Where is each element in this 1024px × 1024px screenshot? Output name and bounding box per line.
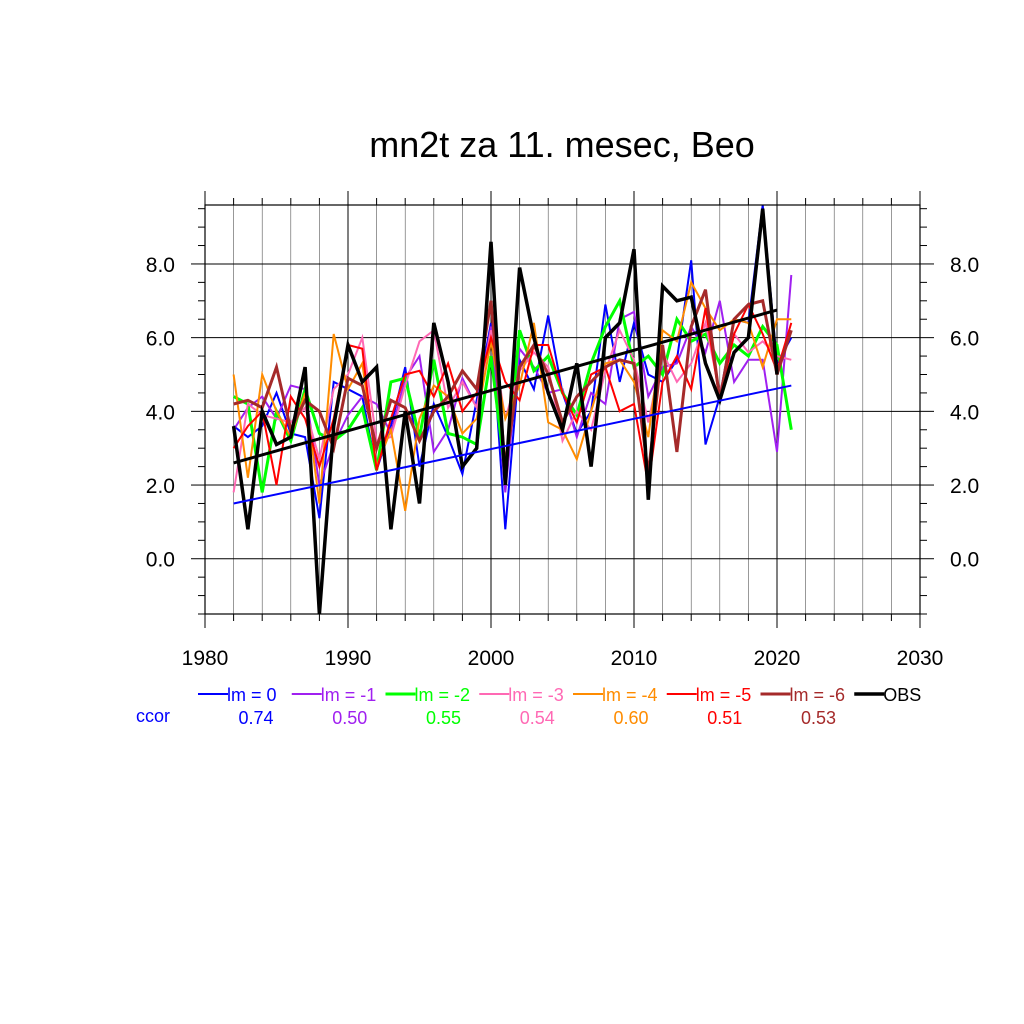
ccor-label: ccor: [136, 706, 170, 726]
x-tick-label: 2010: [611, 647, 658, 670]
y-tick-label-right: 8.0: [950, 254, 979, 277]
y-tick-label-right: 4.0: [950, 401, 979, 424]
y-tick-label-right: 0.0: [950, 549, 979, 572]
x-tick-label: 2020: [754, 647, 801, 670]
y-tick-label: 2.0: [146, 475, 175, 498]
plot-border: [204, 204, 921, 615]
ccor-value: 0.60: [613, 708, 648, 728]
series-group: [231, 204, 793, 615]
trend-line-1: [233, 308, 778, 465]
y-tick-label: 0.0: [146, 549, 175, 572]
y-tick-label: 4.0: [146, 401, 175, 424]
ccor-value: 0.74: [238, 708, 273, 728]
x-tick-label: 2030: [897, 647, 944, 670]
axes: 1980 1990 2000 2010 2020 2030 0.0 0.0 2.0 2.0 4.0 4…: [146, 191, 979, 670]
y-tick-label: 6.0: [146, 328, 175, 351]
x-tick-label: 1990: [325, 647, 372, 670]
legend-label: lm = -3: [508, 685, 564, 705]
y-tick-label-right: 2.0: [950, 475, 979, 498]
legend-label: lm = -1: [321, 685, 377, 705]
series-line-7: [231, 208, 779, 615]
ccor-value: 0.54: [520, 708, 555, 728]
plot-frame: [204, 204, 921, 615]
ccor-value: 0.50: [332, 708, 367, 728]
y-tick-label: 8.0: [146, 254, 175, 277]
legend-label: lm = -5: [696, 685, 752, 705]
chart-title: mn2t za 11. mesec, Beo: [369, 124, 755, 165]
ccor-value: 0.51: [707, 708, 742, 728]
ccor-value: 0.53: [801, 708, 836, 728]
series-line-6: [233, 289, 793, 475]
legend-label: OBS: [883, 685, 921, 705]
legend-label: lm = -4: [602, 685, 658, 705]
trend-line-0: [233, 384, 792, 505]
legend-label: lm = -2: [415, 685, 471, 705]
y-tick-label-right: 6.0: [950, 328, 979, 351]
legend-label: lm = -6: [790, 685, 846, 705]
ccor-value: 0.55: [426, 708, 461, 728]
x-tick-label: 2000: [468, 647, 515, 670]
legend: lm = 0 0.74 lm = -1 0.50 lm = -2 0.55 lm = -3 0…: [136, 685, 921, 728]
legend-label: lm = 0: [227, 685, 277, 705]
x-tick-label: 1980: [182, 647, 229, 670]
